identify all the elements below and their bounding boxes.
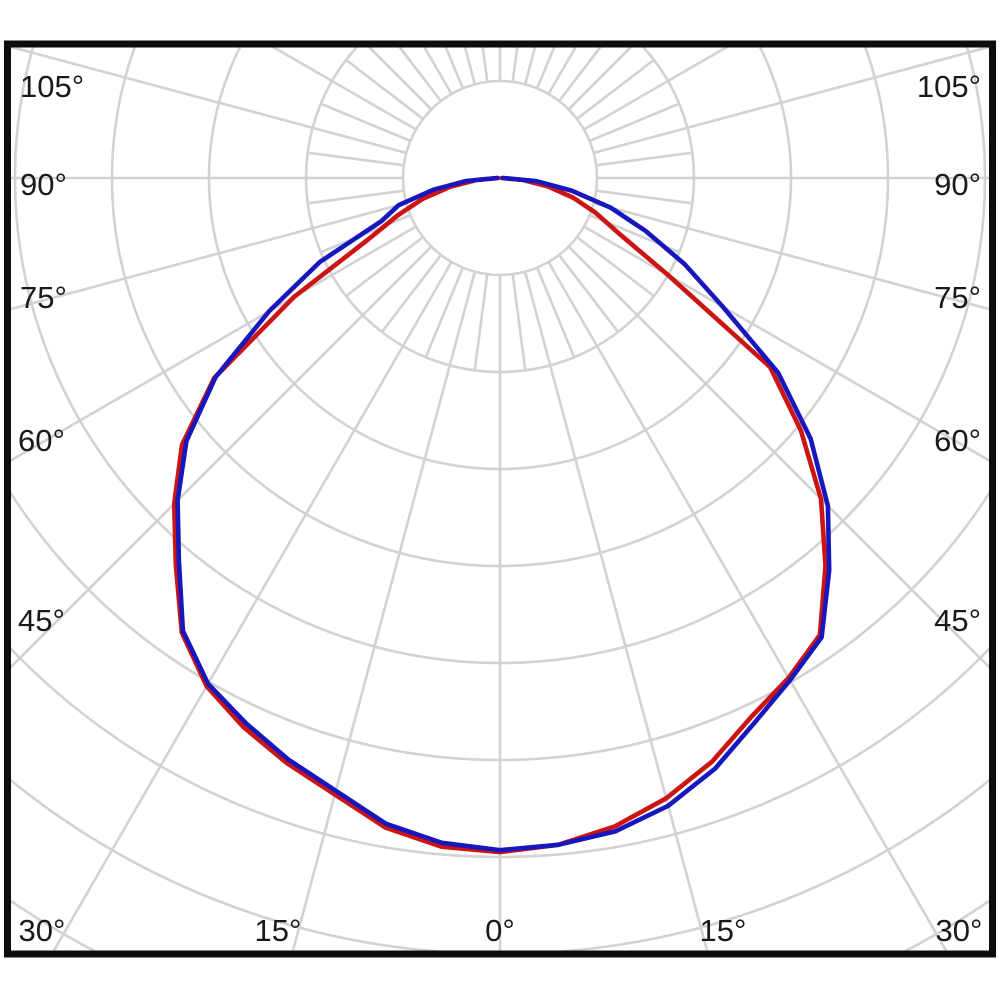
fine-spoke-line-337.5 xyxy=(424,267,465,358)
spoke-line-30 xyxy=(547,261,950,954)
angle-label-right-75°: 75° xyxy=(934,280,981,315)
angle-label-right-90°: 90° xyxy=(934,167,981,202)
spoke-line-15 xyxy=(523,271,710,954)
fine-spoke-line-277.5 xyxy=(307,189,404,205)
spoke-line-300 xyxy=(11,225,417,462)
fine-spoke-line-187.5 xyxy=(481,47,489,82)
angle-label-bottom-2: 0° xyxy=(485,913,515,948)
fine-spoke-line-247.5 xyxy=(320,102,411,143)
spoke-line-105 xyxy=(593,47,989,155)
fine-spoke-line-22.5 xyxy=(535,267,576,358)
angle-label-right-105°: 105° xyxy=(917,69,981,104)
spoke-line-330 xyxy=(50,261,453,954)
spoke-line-285 xyxy=(11,201,407,311)
angle-label-bottom-4: 30° xyxy=(936,913,983,948)
angle-label-bottom-3: 15° xyxy=(700,913,747,948)
spoke-line-315 xyxy=(11,245,433,669)
fine-spoke-line-157.5 xyxy=(535,47,556,89)
angle-label-right-60°: 60° xyxy=(934,423,981,458)
spoke-line-60 xyxy=(583,225,989,462)
chart-frame xyxy=(4,40,996,958)
angle-label-bottom-1: 15° xyxy=(255,913,302,948)
fine-spoke-line-112.5 xyxy=(589,102,680,143)
angle-label-left-45°: 45° xyxy=(18,603,65,638)
fine-spoke-line-262.5 xyxy=(307,151,404,167)
fine-spoke-line-82.5 xyxy=(596,189,693,205)
fine-spoke-line-352.5 xyxy=(473,274,489,371)
angle-label-right-45°: 45° xyxy=(934,603,981,638)
fine-spoke-line-202.5 xyxy=(444,47,465,89)
fine-spoke-line-232.5 xyxy=(345,58,424,120)
curve-blue xyxy=(175,175,832,853)
fine-spoke-line-97.5 xyxy=(596,151,693,167)
fine-spoke-line-172.5 xyxy=(511,47,519,82)
angle-label-left-105°: 105° xyxy=(20,69,84,104)
angle-label-left-75°: 75° xyxy=(20,280,67,315)
angle-label-left-90°: 90° xyxy=(20,167,67,202)
fine-spoke-line-37.5 xyxy=(558,254,620,333)
fine-spoke-line-7.5 xyxy=(511,274,527,371)
angle-label-left-60°: 60° xyxy=(18,423,65,458)
spoke-line-345 xyxy=(290,271,477,954)
spoke-line-75 xyxy=(593,201,989,311)
fine-spoke-line-127.5 xyxy=(576,58,655,120)
fine-spoke-line-307.5 xyxy=(345,236,424,298)
fine-spoke-line-52.5 xyxy=(576,236,655,298)
fine-spoke-line-217.5 xyxy=(398,47,442,102)
fine-spoke-line-322.5 xyxy=(380,254,442,333)
fine-spoke-line-142.5 xyxy=(558,47,602,102)
spoke-line-255 xyxy=(11,47,407,155)
spoke-line-45 xyxy=(567,245,989,669)
angle-label-bottom-0: 30° xyxy=(19,913,66,948)
